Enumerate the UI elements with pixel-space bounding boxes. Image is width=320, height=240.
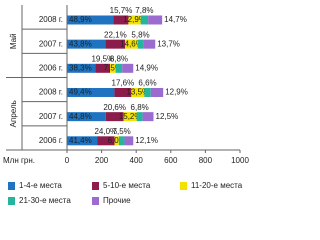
bar-segment [114,87,132,97]
legend-swatch [180,182,187,190]
bar-segment [148,15,163,25]
x-axis-label: Млн грн. [3,156,35,165]
share-label: 38,3% [69,63,92,72]
bar-segment [67,112,106,122]
share-label: 24,0% [94,127,117,136]
share-label: 17,6% [112,79,135,88]
share-label: 6,8% [131,103,149,112]
bar-segment [125,39,138,49]
share-label: 8,8% [110,54,128,63]
bar-segment [143,39,156,49]
share-label: 44,8% [69,112,92,121]
share-label: 7,5% [113,127,131,136]
bar-segment [67,15,114,25]
bar-segment [95,63,111,73]
share-label: 12,9% [165,88,188,97]
bar-segment [136,112,143,122]
share-label: 49,4% [69,88,92,97]
bar-segment [150,87,164,97]
bar-segment [142,112,154,122]
x-tick-label: 800 [199,156,213,165]
bar-segment [114,136,119,146]
group-label: Апрель [9,100,18,127]
legend-label: 1-4-е места [19,181,62,190]
share-label: 13,5% [126,88,149,97]
legend-label: 5-10-е места [103,181,151,190]
bar-segment [122,63,134,73]
bar-segment [105,112,124,122]
category-label: 2008 г. [39,88,63,97]
share-label: 14,9% [135,63,158,72]
x-tick-label: 1000 [231,156,249,165]
share-label: 43,8% [69,39,92,48]
bar-segment [67,63,96,73]
share-label: 6,0% [108,136,126,145]
share-label: 20,6% [103,103,126,112]
x-tick-label: 400 [130,156,144,165]
bar-segment [131,87,145,97]
share-label: 12,1% [135,136,158,145]
legend-label: Прочие [103,196,131,205]
share-label: 48,9% [69,15,92,24]
share-label: 7,5% [104,63,122,72]
category-label: 2006 г. [39,136,63,145]
x-tick-label: 0 [65,156,70,165]
bar-segment [140,15,149,25]
bar-segment [97,136,115,146]
legend-label: 21-30-е места [19,196,71,205]
share-label: 14,6% [120,39,143,48]
share-label: 12,9% [123,15,146,24]
bar-segment [110,63,116,73]
bar-segment [124,136,134,146]
share-label: 15,2% [119,112,142,121]
share-label: 13,7% [157,39,180,48]
share-label: 5,8% [131,30,149,39]
share-label: 22,1% [104,30,127,39]
bar-segment [123,112,137,122]
category-label: 2007 г. [39,39,63,48]
bar-segment [118,136,125,146]
bar-segment [67,39,106,49]
bar-segment [115,63,123,73]
legend-label: 11-20-е места [191,181,243,190]
bar-segment [67,87,115,97]
category-label: 2006 г. [39,63,63,72]
legend-swatch [92,182,99,190]
share-label: 14,7% [164,15,187,24]
x-tick-label: 200 [95,156,109,165]
share-label: 15,7% [110,6,133,15]
group-label: Май [9,33,18,49]
bar-segment [144,87,151,97]
bar-segment [128,15,141,25]
category-label: 2007 г. [39,112,63,121]
share-label: 6,6% [138,79,156,88]
bar-segment [105,39,126,49]
share-label: 41,4% [69,136,92,145]
bar-segment [67,136,98,146]
share-label: 19,5% [91,54,114,63]
share-label: 12,5% [156,112,179,121]
category-label: 2008 г. [39,15,63,24]
legend-swatch [92,197,99,205]
legend-swatch [8,197,15,205]
chart: Млн грн. 0 200 400 600 800 1000 Май 2008 г. 48,9… [3,5,249,205]
bar-segment [113,15,129,25]
x-tick-label: 600 [164,156,178,165]
share-label: 7,8% [135,6,153,15]
legend-swatch [8,182,15,190]
bar-segment [137,39,144,49]
